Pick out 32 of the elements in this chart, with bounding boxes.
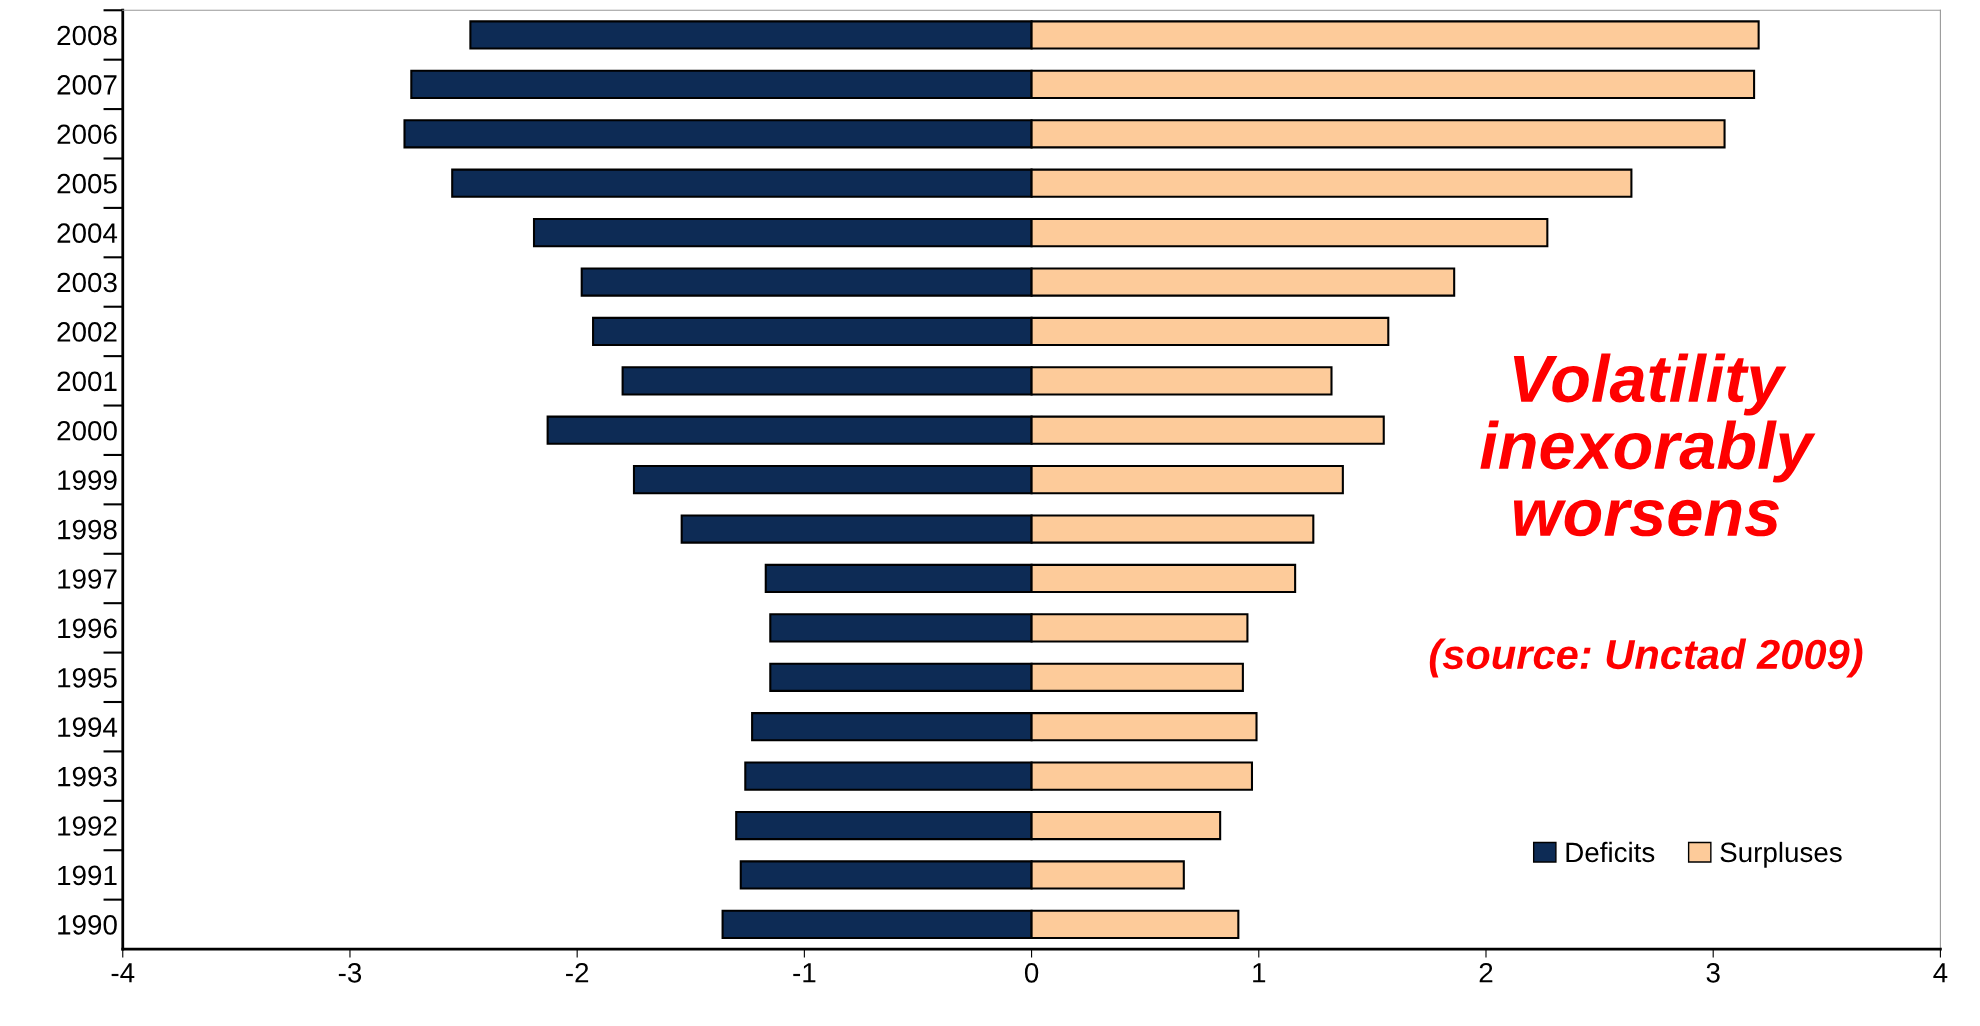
y-tick-label: 1991: [58, 865, 117, 886]
x-tick-label: 4: [1933, 963, 1948, 983]
x-tick-label: 0: [1024, 962, 1039, 983]
y-tick-label: 2007: [57, 75, 117, 95]
x-tick-label: -2: [566, 962, 589, 983]
y-tick-label: 1994: [58, 717, 118, 738]
legend-label: Deficits: [1566, 841, 1655, 863]
legend-label: Surpluses: [1720, 841, 1842, 868]
x-tick-label: 3: [1706, 962, 1720, 983]
y-tick-label: 2003: [57, 272, 117, 293]
y-tick-label: 1993: [58, 766, 117, 787]
y-tick-label: 1998: [58, 519, 117, 540]
y-tick-label: 2001: [57, 371, 117, 392]
y-tick-label: 2002: [57, 322, 117, 342]
annotation: (source: Unctad 2009): [1429, 638, 1863, 678]
x-tick-label: 2: [1479, 962, 1493, 983]
y-tick-label: 1995: [58, 667, 117, 688]
x-tick-label: -3: [338, 962, 362, 983]
y-tick-label: 1990: [58, 915, 117, 935]
y-tick-label: 2004: [57, 223, 118, 243]
x-tick-label: -4: [111, 963, 135, 983]
y-tick-label: 2006: [57, 124, 117, 145]
y-tick-label: 1997: [58, 569, 117, 589]
y-tick-label: 2000: [57, 420, 117, 441]
x-tick-label: -1: [793, 963, 816, 983]
annotation: Volatility inexorably worsens: [1480, 353, 1816, 537]
x-tick-label: 1: [1253, 963, 1266, 983]
y-tick-label: 1999: [58, 470, 117, 490]
y-tick-label: 2005: [57, 173, 117, 194]
y-tick-label: 1996: [58, 618, 117, 639]
y-tick-label: 1992: [58, 816, 117, 836]
y-tick-label: 2008: [57, 25, 117, 46]
